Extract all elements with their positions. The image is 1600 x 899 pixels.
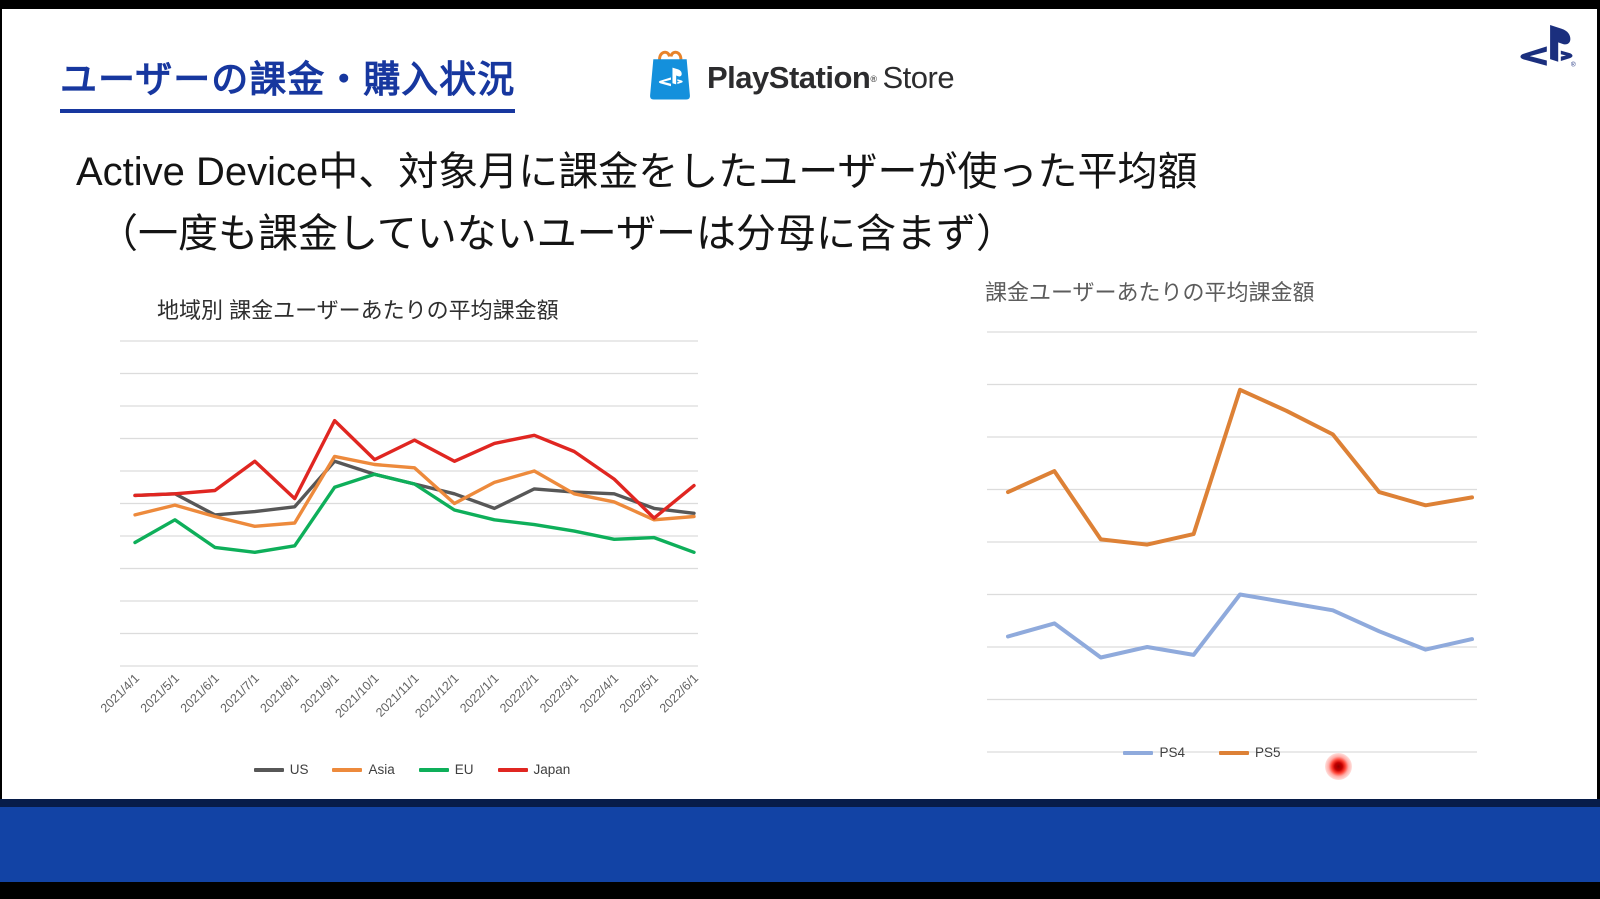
legend-swatch [1123, 750, 1154, 755]
legend-swatch [1219, 750, 1249, 755]
legend-label: US [289, 762, 309, 777]
store-logo-text: PlayStation® Store [707, 59, 955, 95]
x-tick-label: 2022/5/1 [617, 671, 661, 715]
svg-text:®: ® [1571, 61, 1576, 69]
legend-item-eu: EU [418, 762, 474, 777]
store-bag-icon [645, 47, 695, 108]
playstation-family-logo: ® [1518, 25, 1580, 76]
x-tick-label: 2022/3/1 [537, 671, 581, 715]
footer-band: ©2022 Sony Interactive Entertainment LLC… [0, 807, 1600, 882]
legend-label: PS5 [1255, 745, 1281, 760]
x-tick-label: 2021/6/1 [178, 671, 222, 715]
x-tick-label: 2021/10/1 [332, 671, 381, 720]
x-tick-label: 2022/1/1 [457, 671, 501, 715]
right-chart-legend: PS4 PS5 [962, 745, 1442, 760]
x-tick-label: 2021/4/1 [98, 671, 142, 715]
registered-mark: ® [870, 73, 877, 84]
series-ps5 [1006, 387, 1474, 547]
legend-label: PS4 [1159, 745, 1185, 760]
legend-swatch [253, 767, 284, 772]
page-title: ユーザーの課金・購入状況 [60, 49, 516, 113]
laser-pointer-dot [1325, 753, 1352, 780]
playstation-store-logo: PlayStation® Store [645, 47, 955, 108]
legend-swatch [418, 767, 449, 772]
legend-item-ps5: PS5 [1219, 745, 1281, 760]
legend-label: EU [454, 762, 474, 777]
x-tick-label: 2022/4/1 [577, 671, 621, 715]
x-tick-label: 2021/5/1 [138, 671, 182, 715]
legend-swatch [332, 767, 363, 772]
slide: ユーザーの課金・購入状況 PlayStation® Store [2, 9, 1597, 882]
series-ps4 [1006, 592, 1474, 660]
x-tick-label: 2021/9/1 [297, 671, 341, 715]
x-tick-label: 2021/8/1 [258, 671, 302, 715]
legend-swatch [497, 767, 528, 772]
heading-line-1: Active Device中、対象月に課金をしたユーザーが使った平均額 [76, 150, 1198, 194]
series-us [133, 459, 696, 517]
legend-item-us: US [253, 762, 309, 777]
x-tick-label: 2021/12/1 [412, 671, 461, 720]
series-asia [133, 454, 696, 528]
x-tick-label: 2022/6/1 [657, 671, 701, 715]
left-chart-title: 地域別 課金ユーザーあたりの平均課金額 [157, 298, 559, 323]
legend-item-asia: Asia [332, 762, 395, 777]
x-tick-label: 2021/7/1 [218, 671, 262, 715]
series-japan [133, 418, 696, 520]
x-tick-label: 2021/11/1 [373, 671, 422, 720]
heading-line-2: （一度も課金していないユーザーは分母に含まず） [98, 212, 1016, 256]
legend-item-ps4: PS4 [1123, 745, 1185, 760]
legend-item-japan: Japan [497, 762, 571, 777]
x-tick-label: 2022/2/1 [497, 671, 541, 715]
footer-accent-stripe [0, 799, 1600, 807]
legend-label: Asia [368, 762, 395, 777]
legend-label: Japan [533, 762, 571, 777]
left-chart-legend: US Asia EU Japan [112, 762, 712, 777]
right-chart-title: 課金ユーザーあたりの平均課金額 [985, 280, 1315, 305]
series-eu [133, 472, 696, 554]
letterbox-bottom [0, 882, 1600, 899]
letterbox-top [0, 0, 1600, 9]
